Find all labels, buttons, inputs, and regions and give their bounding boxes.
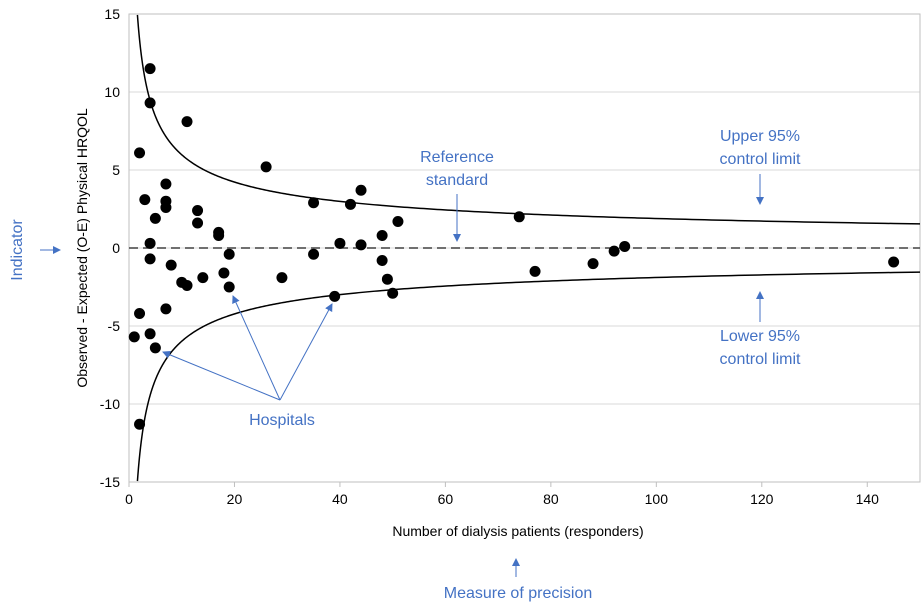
hospital-point — [139, 194, 151, 206]
hospital-point — [619, 240, 631, 252]
hospital-point — [213, 230, 225, 242]
hospitals-label: Hospitals — [249, 412, 315, 429]
hospital-point — [276, 272, 288, 284]
upper-limit-label-line1: Upper 95% — [720, 128, 800, 145]
lower-limit-label-line2: control limit — [720, 351, 801, 368]
hospitals-arrow-2 — [232, 295, 281, 401]
lower-control-limit-curve — [136, 271, 921, 482]
hospital-point — [144, 328, 156, 340]
hospital-point — [160, 201, 172, 213]
hospital-point — [308, 197, 320, 209]
y-tick-labels: -15 -10 -5 0 5 10 15 — [100, 6, 120, 490]
upper-control-limit-curve — [136, 14, 921, 225]
x-tick-labels: 0 20 40 60 80 100 120 140 — [125, 482, 879, 507]
hospital-point — [392, 215, 404, 227]
hospital-point — [134, 147, 146, 159]
y-axis-title: Observed - Expected (O-E) Physical HRQOL — [74, 108, 90, 388]
y-tick-label: -10 — [100, 396, 120, 412]
hospital-point — [587, 258, 599, 270]
hospital-point — [334, 237, 346, 249]
x-tick-label: 80 — [543, 491, 559, 507]
reference-standard-label-line2: standard — [426, 172, 488, 189]
measure-of-precision-label: Measure of precision — [444, 585, 593, 602]
annotations: Indicator Measure of precision Reference… — [9, 128, 801, 602]
hospital-point — [223, 248, 235, 260]
hospital-point — [376, 254, 388, 266]
hospital-point — [888, 256, 900, 268]
y-tick-label: 15 — [104, 6, 120, 22]
hospital-point — [144, 97, 156, 109]
hospital-point — [387, 287, 399, 299]
hospital-point — [308, 248, 320, 260]
y-tick-label: 10 — [104, 84, 120, 100]
hospital-point — [192, 217, 204, 229]
hospital-point — [144, 253, 156, 265]
hospital-point — [223, 281, 235, 293]
x-tick-label: 120 — [750, 491, 774, 507]
hospital-point — [160, 303, 172, 315]
hospital-point — [160, 178, 172, 190]
hospital-point — [376, 230, 388, 242]
hospital-point — [192, 205, 204, 217]
hospital-point — [144, 63, 156, 75]
x-tick-label: 60 — [438, 491, 454, 507]
hospital-point — [608, 245, 620, 257]
y-tick-label: -15 — [100, 474, 120, 490]
hospital-point — [149, 342, 161, 354]
hospital-point — [181, 116, 193, 128]
x-tick-label: 100 — [645, 491, 669, 507]
x-axis-title: Number of dialysis patients (responders) — [392, 523, 643, 539]
hospital-point — [355, 184, 367, 196]
hospital-point — [197, 272, 209, 284]
hospital-point — [218, 267, 230, 279]
y-tick-label: 5 — [112, 162, 120, 178]
x-tick-label: 20 — [227, 491, 243, 507]
hospital-point — [144, 237, 156, 249]
hospital-point — [381, 273, 393, 285]
hospital-point — [134, 308, 146, 320]
y-tick-label: 0 — [112, 240, 120, 256]
hospital-point — [181, 279, 193, 291]
hospitals-arrow-3 — [279, 303, 333, 401]
upper-limit-label-line2: control limit — [720, 151, 801, 168]
hospital-point — [165, 259, 177, 271]
hospital-point — [149, 212, 161, 224]
hospital-point — [260, 161, 272, 173]
hospital-point — [355, 239, 367, 251]
y-tick-label: -5 — [108, 318, 121, 334]
x-tick-label: 0 — [125, 491, 133, 507]
hospital-point — [344, 198, 356, 210]
reference-standard-label-line1: Reference — [420, 149, 494, 166]
hospital-point — [329, 290, 341, 302]
hospitals-arrow-1 — [162, 350, 281, 401]
data-points — [128, 63, 900, 430]
hospital-point — [134, 418, 146, 430]
control-limit-layer — [136, 14, 921, 482]
hospital-point — [529, 265, 541, 277]
lower-limit-label-line1: Lower 95% — [720, 328, 800, 345]
x-tick-label: 140 — [856, 491, 880, 507]
hospital-point — [513, 211, 525, 223]
indicator-label: Indicator — [9, 219, 26, 281]
x-tick-label: 40 — [332, 491, 348, 507]
hospital-point — [128, 331, 140, 343]
